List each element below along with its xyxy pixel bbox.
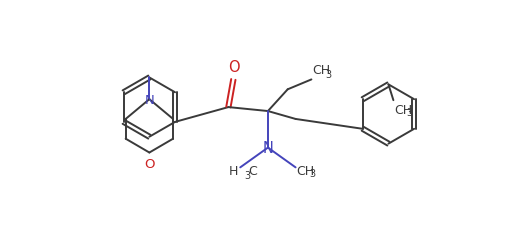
Text: CH: CH — [297, 164, 315, 177]
Text: O: O — [144, 158, 155, 171]
Text: O: O — [229, 60, 240, 75]
Text: N: N — [263, 140, 274, 155]
Text: CH: CH — [312, 64, 331, 77]
Text: 3: 3 — [325, 70, 332, 80]
Text: H: H — [229, 164, 238, 177]
Text: 3: 3 — [245, 171, 251, 180]
Text: C: C — [248, 164, 257, 177]
Text: 3: 3 — [406, 108, 412, 117]
Text: N: N — [144, 93, 154, 106]
Text: 3: 3 — [310, 169, 315, 178]
Text: CH: CH — [394, 104, 413, 117]
